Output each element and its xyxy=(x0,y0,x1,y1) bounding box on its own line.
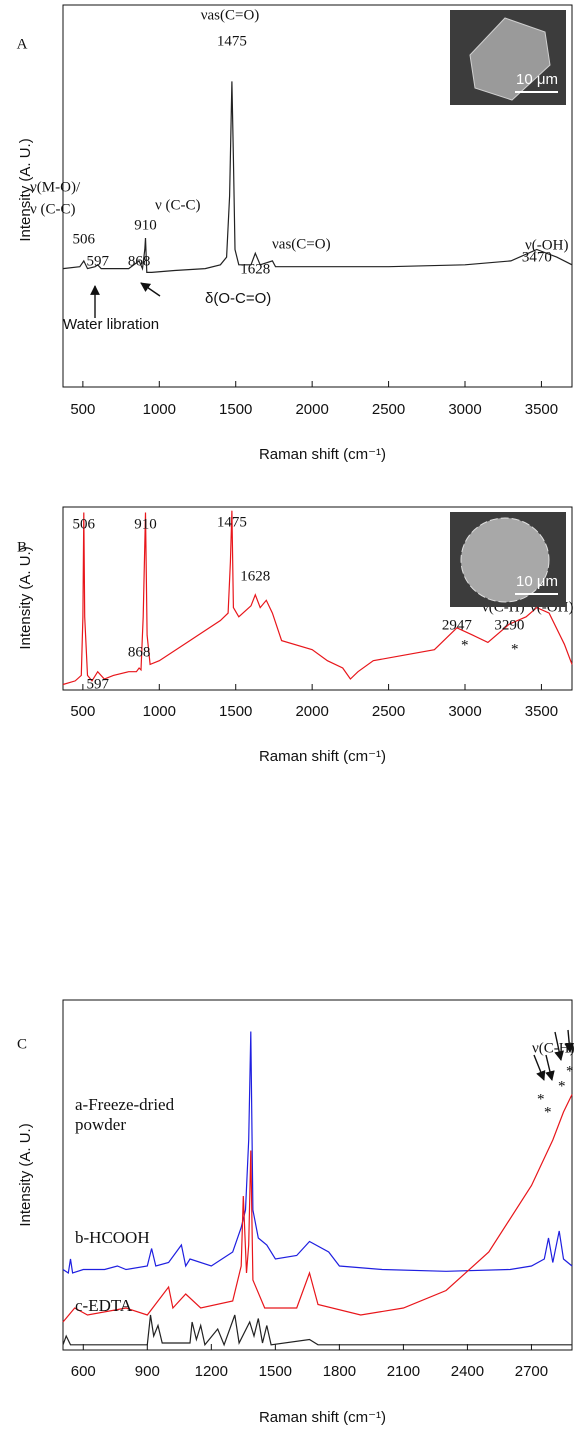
plot-frame xyxy=(62,4,573,388)
annotation: ν(M-O)/ xyxy=(30,179,81,195)
peak-label: 597 xyxy=(86,253,109,269)
series-label: b-HCOOH xyxy=(75,1228,150,1247)
annotation: * xyxy=(566,1063,574,1079)
annotation: * xyxy=(537,1091,545,1107)
annotation: ν(C-H) xyxy=(532,1040,574,1056)
annotation: νas(C=O) xyxy=(272,236,331,252)
plot-frame xyxy=(62,506,573,691)
arrow xyxy=(140,282,161,297)
peak-label: 3470 xyxy=(522,249,552,265)
x-tick-label: 1000 xyxy=(143,401,176,418)
x-tick-label: 1800 xyxy=(323,1363,356,1380)
peak-label: 910 xyxy=(134,217,157,233)
spectrum-line xyxy=(62,81,573,273)
inset-scale-label: 10 μm xyxy=(516,71,558,88)
x-tick-label: 2500 xyxy=(372,703,405,720)
x-axis-label: Raman shift (cm⁻¹) xyxy=(259,446,386,463)
x-axis-label: Raman shift (cm⁻¹) xyxy=(259,748,386,765)
x-tick-label: 1200 xyxy=(195,1363,228,1380)
peak-label: 597 xyxy=(86,676,109,692)
spectrum-line xyxy=(62,510,573,686)
x-tick-label: 2400 xyxy=(451,1363,484,1380)
annotation: ν(-OH) xyxy=(525,237,568,253)
arrow xyxy=(564,1029,574,1053)
x-tick-label: 2000 xyxy=(295,401,328,418)
annotation: δ(O-C=O) xyxy=(205,290,271,307)
inset-crystal xyxy=(469,17,551,101)
spectrum-line xyxy=(62,1031,573,1275)
x-tick-label: 1500 xyxy=(259,1363,292,1380)
panel-label: A xyxy=(17,36,28,52)
series-label: a-Freeze-dried powder xyxy=(75,1095,175,1134)
series-label-box: a-Freeze-dried powder xyxy=(75,1095,175,1134)
annotation: Water libration xyxy=(63,316,159,333)
annotation: * xyxy=(511,641,519,657)
annotation: νas(C=O) xyxy=(201,7,260,23)
peak-label: 1628 xyxy=(240,568,270,584)
x-tick-label: 1000 xyxy=(143,703,176,720)
peak-label: 1475 xyxy=(217,33,247,49)
peak-label: 2947 xyxy=(442,617,473,633)
series-label-box: c-EDTA xyxy=(75,1296,133,1315)
annotation: * xyxy=(544,1104,552,1120)
x-tick-label: 2500 xyxy=(372,401,405,418)
x-tick-label: 500 xyxy=(70,401,95,418)
x-tick-label: 3500 xyxy=(525,401,558,418)
series-label: c-EDTA xyxy=(75,1296,133,1315)
peak-label: 910 xyxy=(134,516,157,532)
x-tick-label: 1500 xyxy=(219,401,252,418)
annotation: * xyxy=(558,1078,566,1094)
peak-label: 868 xyxy=(128,253,151,269)
peak-label: 1475 xyxy=(217,514,247,530)
x-tick-label: 2100 xyxy=(387,1363,420,1380)
x-tick-label: 3000 xyxy=(448,401,481,418)
arrow xyxy=(533,1054,546,1081)
inset-scale-label: 10 μm xyxy=(516,573,558,590)
peak-label: 1628 xyxy=(240,261,270,277)
peak-label: 506 xyxy=(73,231,96,247)
x-tick-label: 2700 xyxy=(515,1363,548,1380)
x-tick-label: 2000 xyxy=(295,703,328,720)
y-axis-label: Intensity (A. U.) xyxy=(17,1123,34,1226)
panel-label: B xyxy=(17,539,27,555)
arrow xyxy=(554,1031,564,1061)
x-tick-label: 1500 xyxy=(219,703,252,720)
annotation: ν (C-C) xyxy=(155,197,201,213)
plot-frame xyxy=(62,999,573,1351)
x-tick-label: 900 xyxy=(135,1363,160,1380)
series-label-box: b-HCOOH xyxy=(75,1228,150,1247)
y-axis-label: Intensity (A. U.) xyxy=(17,138,34,241)
spectrum-line xyxy=(62,1314,572,1347)
x-tick-label: 3500 xyxy=(525,703,558,720)
annotation: * xyxy=(461,637,469,653)
annotation: ν (C-C) xyxy=(30,201,76,217)
spectrum-line xyxy=(62,1094,573,1323)
peak-label: 3290 xyxy=(494,617,524,633)
arrow xyxy=(545,1054,555,1081)
y-axis-label: Intensity (A. U.) xyxy=(17,546,34,649)
arrows xyxy=(90,282,574,1081)
x-tick-label: 3000 xyxy=(448,703,481,720)
x-axis-label: Raman shift (cm⁻¹) xyxy=(259,1409,386,1426)
peak-label: 506 xyxy=(73,516,96,532)
inset-particle xyxy=(460,517,550,603)
x-tick-label: 600 xyxy=(71,1363,96,1380)
panel-label: C xyxy=(17,1036,27,1052)
peak-label: 868 xyxy=(128,644,151,660)
x-tick-label: 500 xyxy=(70,703,95,720)
